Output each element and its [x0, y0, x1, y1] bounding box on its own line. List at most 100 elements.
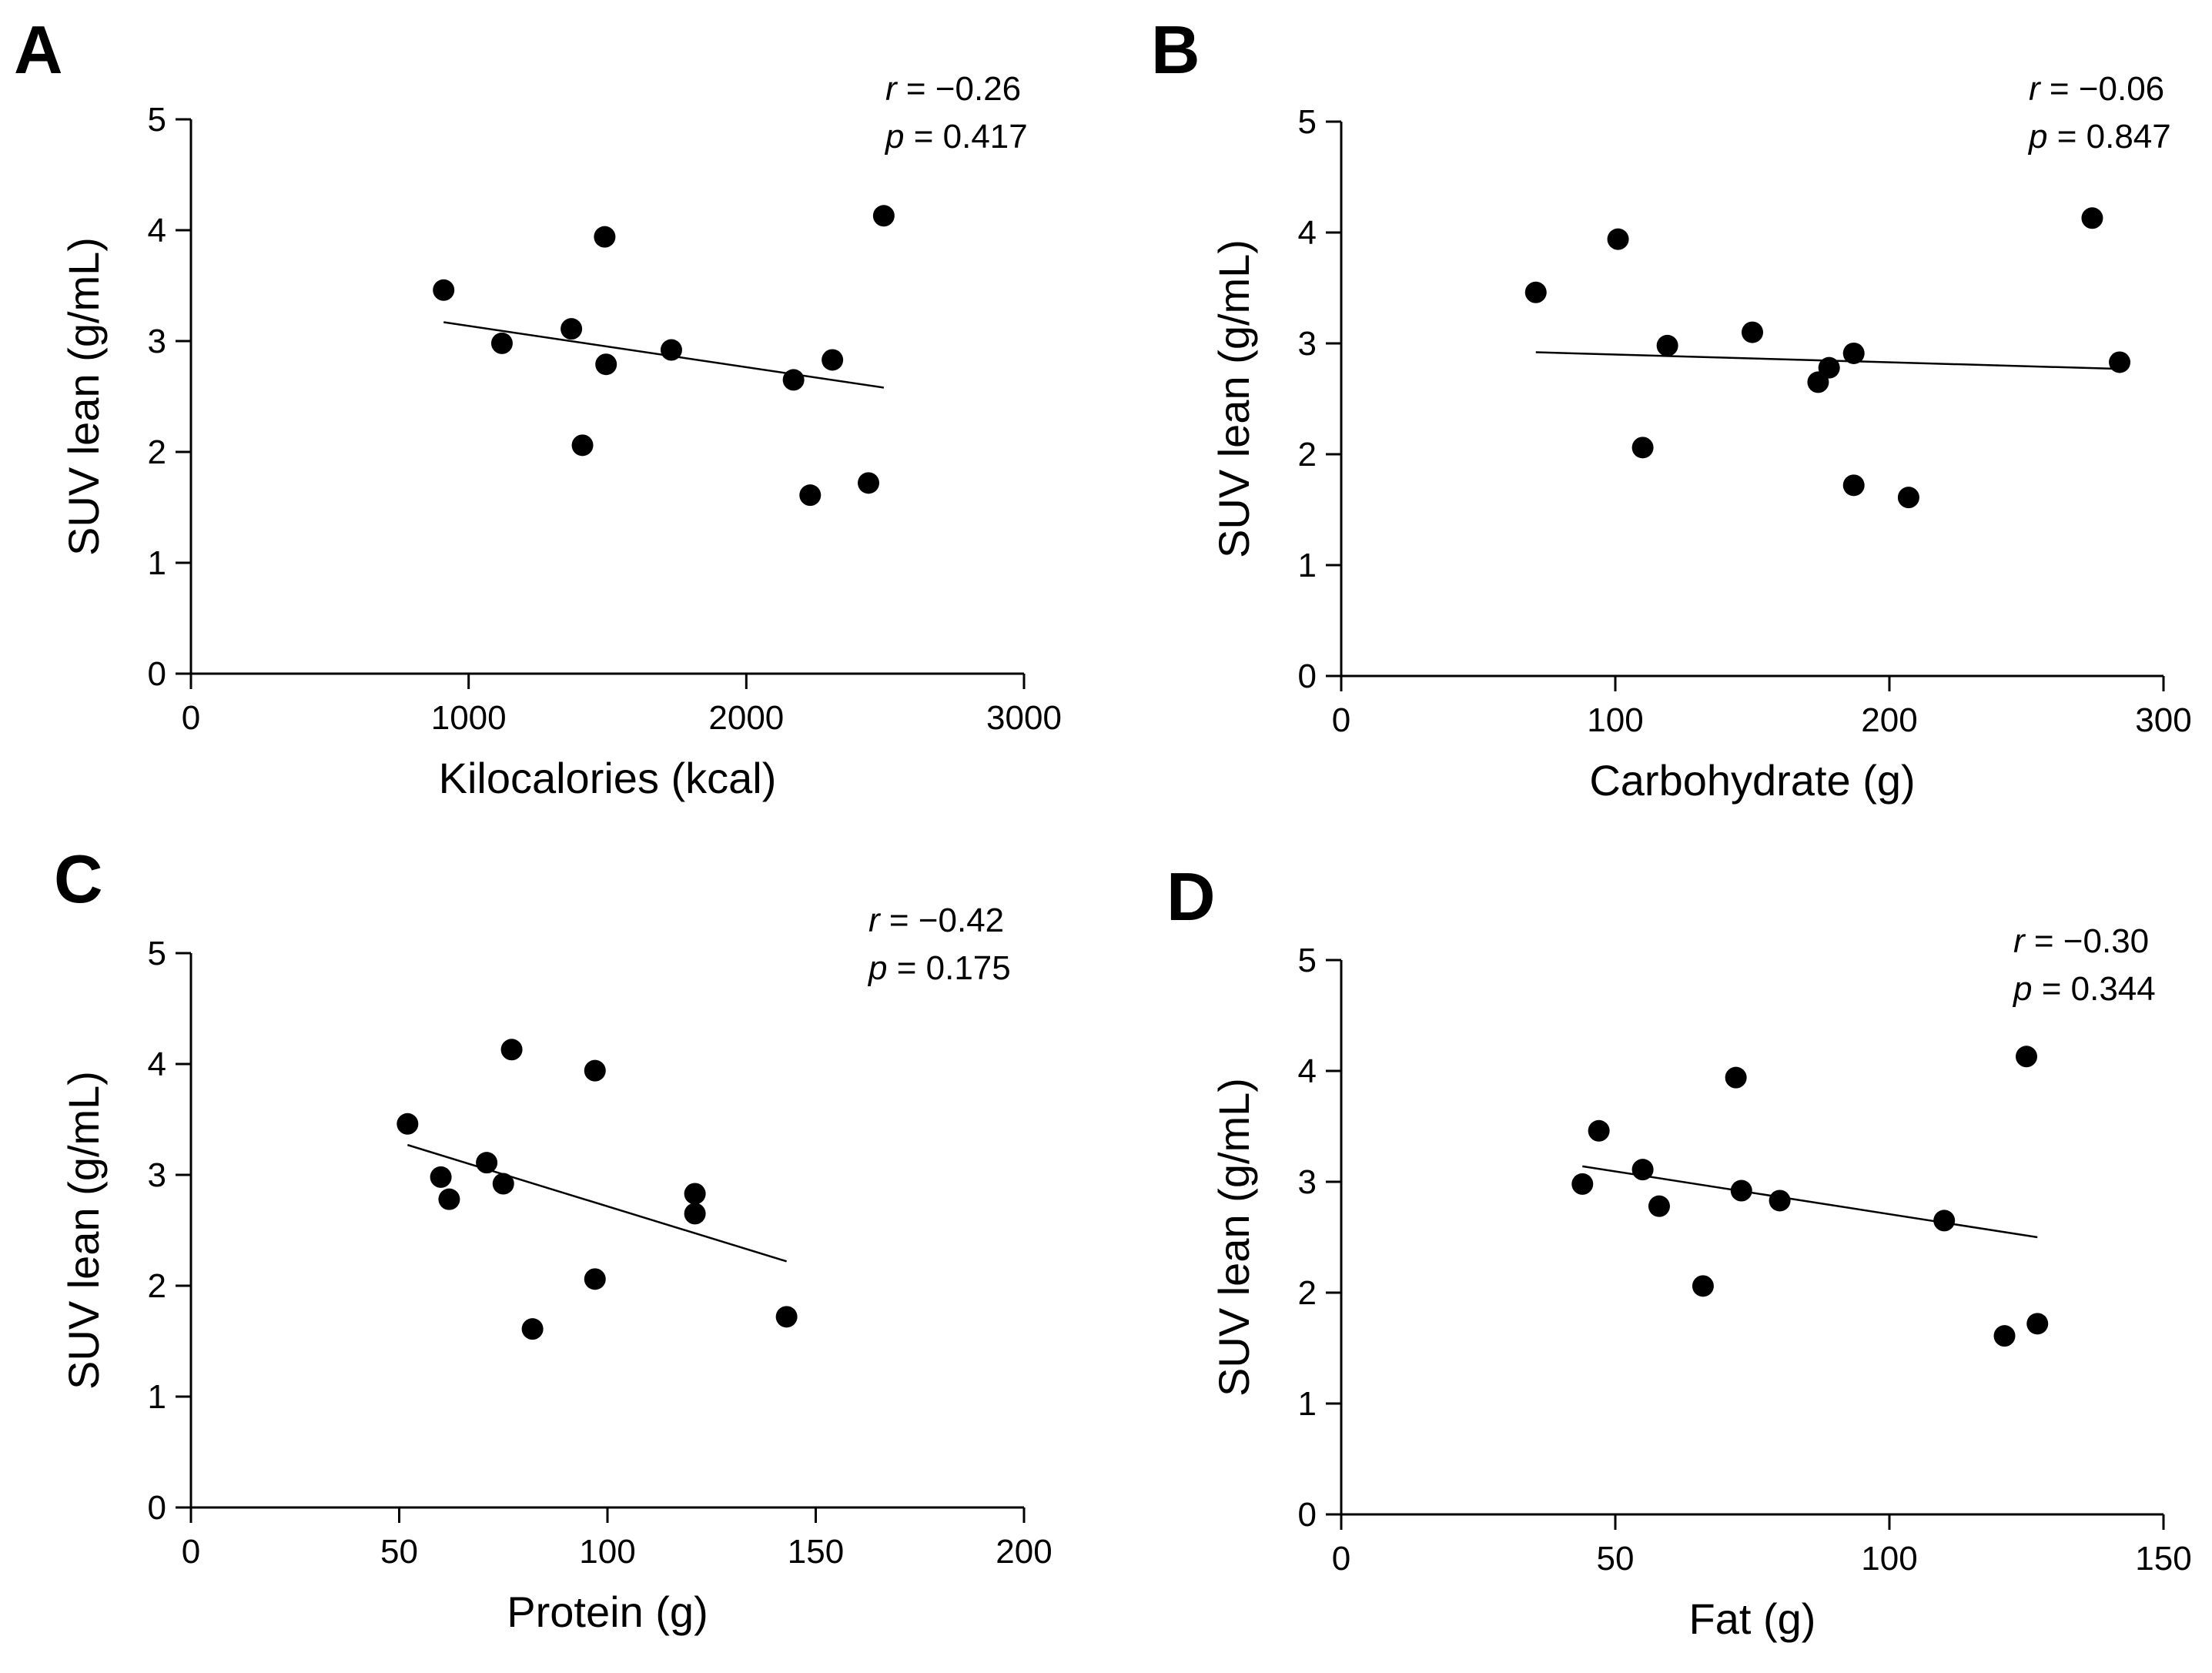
p-value: p = 0.344	[2012, 970, 2156, 1008]
panel-a: A 0 1 2 3 4 5 0 1000 2000 3000 Kilocalories (kcal) S…	[14, 12, 1062, 802]
y-tick-label: 0	[1298, 657, 1317, 695]
data-point	[561, 318, 583, 340]
p-value: p = 0.417	[884, 118, 1028, 156]
y-tick-label: 2	[1298, 1274, 1317, 1312]
y-tick-label: 3	[1298, 325, 1317, 363]
y-axis-title: SUV lean (g/mL)	[59, 237, 108, 556]
data-point	[1742, 321, 1763, 343]
data-point	[1656, 334, 1678, 356]
panel-letter: C	[54, 841, 103, 917]
y-tick-label: 4	[148, 212, 166, 249]
p-text: = 0.417	[904, 118, 1027, 156]
x-tick-label: 200	[996, 1533, 1052, 1571]
data-point	[438, 1188, 460, 1210]
x-tick-label: 50	[380, 1533, 418, 1571]
x-tick-label: 0	[1332, 1540, 1350, 1578]
r-text: = −0.30	[2025, 922, 2149, 960]
r-symbol: r	[868, 902, 882, 939]
data-point	[1818, 356, 1840, 379]
data-point	[1933, 1210, 1956, 1232]
y-tick-label: 2	[148, 1267, 166, 1305]
y-tick-label: 4	[148, 1046, 166, 1083]
data-point	[1730, 1179, 1752, 1202]
data-point	[500, 1039, 523, 1061]
x-tick-label: 200	[1861, 701, 1917, 739]
y-tick-label: 2	[1298, 436, 1317, 473]
r-text: = −0.06	[2040, 70, 2164, 108]
y-axis-title: SUV lean (g/mL)	[59, 1071, 108, 1390]
data-point	[2026, 1313, 2049, 1335]
panel-letter: D	[1166, 858, 1216, 935]
x-tick-label: 0	[182, 1533, 200, 1571]
p-symbol: p	[884, 118, 904, 156]
x-tick-label: 1000	[431, 699, 507, 737]
y-tick-label: 1	[148, 1378, 166, 1416]
p-value: p = 0.847	[2027, 118, 2171, 156]
p-symbol: p	[867, 949, 887, 987]
data-point	[594, 226, 616, 248]
y-tick-label: 5	[148, 101, 166, 139]
data-point	[660, 339, 682, 361]
regression-line	[1582, 1165, 2038, 1239]
data-point	[684, 1183, 706, 1205]
data-point	[1607, 228, 1629, 250]
p-text: = 0.175	[887, 949, 1010, 987]
x-axis-title: Kilocalories (kcal)	[439, 754, 777, 802]
x-tick-label: 0	[1332, 701, 1350, 739]
data-point	[595, 353, 617, 376]
y-axis-title: SUV lean (g/mL)	[1210, 1078, 1258, 1397]
r-value: r = −0.42	[868, 902, 1004, 939]
r-text: = −0.42	[880, 902, 1004, 939]
data-point	[1725, 1066, 1747, 1089]
stats-annotation: r = −0.42 p = 0.175	[867, 902, 1011, 987]
x-tick-label: 100	[1587, 701, 1643, 739]
data-point	[1648, 1195, 1670, 1217]
x-tick-label: 100	[579, 1533, 635, 1571]
data-point	[430, 1166, 452, 1188]
panel-letter: B	[1151, 12, 1200, 88]
data-point	[775, 1306, 798, 1328]
panel-letter: A	[14, 12, 63, 88]
y-tick-label: 1	[1298, 1385, 1317, 1423]
data-point	[1769, 1190, 1791, 1212]
data-point	[397, 1113, 419, 1135]
data-point	[521, 1318, 544, 1340]
x-axis-title: Carbohydrate (g)	[1589, 756, 1915, 805]
data-point	[476, 1152, 498, 1174]
data-point	[2016, 1046, 2037, 1068]
y-tick-label: 3	[1298, 1163, 1317, 1201]
r-symbol: r	[2013, 922, 2026, 960]
data-point	[858, 472, 880, 494]
r-symbol: r	[885, 70, 899, 108]
regression-line	[407, 1143, 787, 1263]
y-tick-label: 1	[148, 544, 166, 582]
data-point	[1692, 1275, 1714, 1297]
x-tick-label: 3000	[986, 699, 1062, 737]
y-axis-title: SUV lean (g/mL)	[1210, 239, 1258, 558]
data-point	[433, 279, 455, 301]
data-point	[1571, 1173, 1594, 1195]
r-value: r = −0.26	[885, 70, 1021, 108]
x-tick-label: 150	[2135, 1540, 2191, 1578]
x-tick-label: 50	[1597, 1540, 1635, 1578]
data-point	[872, 205, 895, 227]
data-point	[490, 332, 513, 354]
y-tick-label: 5	[1298, 942, 1317, 979]
data-point	[822, 349, 844, 371]
x-tick-label: 2000	[708, 699, 784, 737]
data-point	[571, 434, 594, 457]
data-point	[1993, 1325, 2016, 1347]
data-point	[1631, 437, 1654, 459]
r-value: r = −0.06	[2029, 70, 2164, 108]
panel-b: B 0 1 2 3 4 5 0 100 200 300 Carbohydrate (g) SUV lea…	[1151, 12, 2192, 805]
x-tick-label: 0	[182, 699, 200, 737]
stats-annotation: r = −0.30 p = 0.344	[2012, 922, 2156, 1008]
y-tick-label: 2	[148, 433, 166, 471]
y-tick-label: 0	[148, 655, 166, 693]
data-point	[1588, 1119, 1610, 1142]
data-point	[782, 369, 805, 391]
r-text: = −0.26	[897, 70, 1021, 108]
data-point	[584, 1268, 606, 1290]
